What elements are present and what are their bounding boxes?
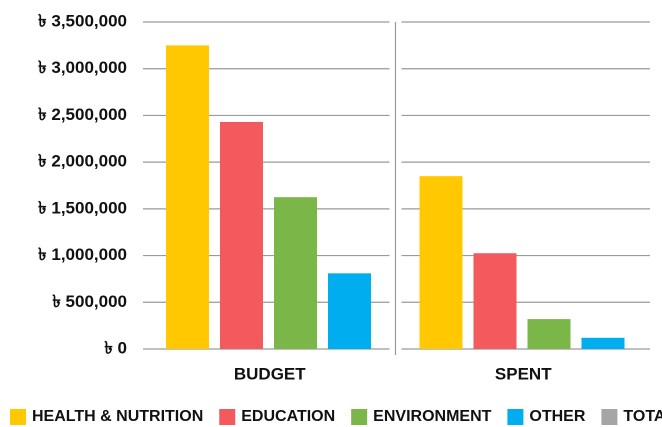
- y-tick-label: ৳ 0: [104, 338, 127, 357]
- y-tick-label: ৳ 1,500,000: [38, 198, 127, 217]
- bar: [274, 197, 317, 349]
- legend-label: HEALTH & NUTRITION: [32, 408, 203, 425]
- x-tick-label: BUDGET: [234, 364, 306, 383]
- legend-swatch: [351, 409, 368, 425]
- y-tick-label: ৳ 2,500,000: [38, 105, 127, 124]
- x-tick-label: SPENT: [495, 364, 552, 383]
- legend-swatch: [219, 409, 236, 425]
- y-tick-label: ৳ 1,000,000: [38, 245, 127, 264]
- bar: [581, 337, 625, 349]
- bar: [220, 121, 263, 350]
- legend-swatch: [10, 409, 26, 425]
- legend-swatch: [507, 409, 524, 425]
- legend-swatch: [601, 409, 618, 425]
- bar: [328, 273, 371, 349]
- legend-label: EDUCATION: [241, 408, 335, 425]
- legend-label: TOTAL: [623, 408, 662, 425]
- legend-label: OTHER: [529, 408, 585, 425]
- y-tick-label: ৳ 500,000: [52, 292, 127, 311]
- bar: [473, 253, 517, 349]
- bar: [166, 45, 209, 349]
- legend-label: ENVIRONMENT: [373, 408, 491, 425]
- bar: [527, 319, 571, 349]
- y-tick-label: ৳ 2,000,000: [38, 152, 127, 171]
- bar: [419, 176, 463, 349]
- y-tick-label: ৳ 3,000,000: [38, 58, 127, 77]
- y-tick-label: ৳ 3,500,000: [38, 11, 127, 30]
